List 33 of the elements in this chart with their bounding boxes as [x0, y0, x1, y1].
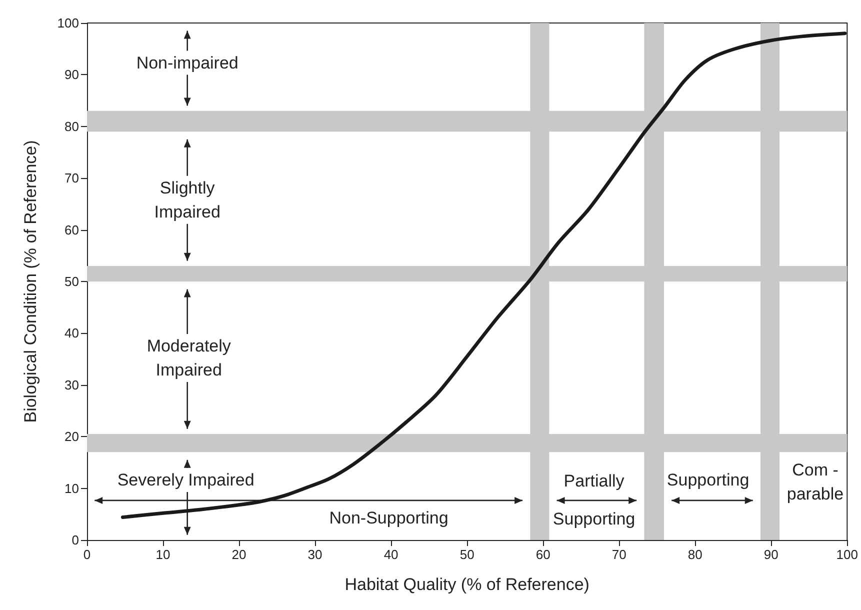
- annotation: Slightly Impaired: [154, 178, 220, 222]
- x-tick-label: 50: [460, 547, 474, 562]
- x-tick-label: 100: [836, 547, 858, 562]
- y-tick-label: 50: [64, 274, 79, 289]
- annotation: Moderately Impaired: [146, 336, 232, 380]
- x-tick-label: 70: [612, 547, 626, 562]
- x-tick-label: 0: [83, 547, 91, 562]
- annotation: Partially: [564, 472, 625, 491]
- x-tick-label: 80: [688, 547, 702, 562]
- annotation: Supporting: [666, 470, 750, 490]
- x-tick-label: 90: [764, 547, 778, 562]
- y-tick-label: 40: [64, 326, 79, 341]
- y-tick-label: 10: [64, 480, 79, 496]
- y-tick-label: 60: [64, 222, 79, 238]
- y-tick-label: 100: [57, 16, 79, 30]
- annotation: Supporting: [552, 509, 636, 528]
- x-axis-title: Habitat Quality (% of Reference): [344, 575, 590, 594]
- y-axis-title: Biological Condition (% of Reference): [21, 140, 40, 423]
- x-tick-label: 10: [156, 547, 170, 562]
- annotation: Non-Supporting: [329, 508, 448, 528]
- y-tick-label: 80: [64, 118, 79, 134]
- y-tick-label: 20: [64, 429, 79, 444]
- y-tick-label: 30: [64, 377, 79, 392]
- y-tick-label: 0: [72, 532, 79, 548]
- x-tick-label: 30: [308, 547, 322, 562]
- annotation: Com - parable: [786, 460, 844, 504]
- x-tick-label: 60: [536, 547, 550, 562]
- x-tick-label: 20: [232, 547, 246, 562]
- y-tick-label: 90: [64, 67, 79, 82]
- x-tick-label: 40: [384, 547, 398, 562]
- annotation: Non-impaired: [136, 53, 238, 72]
- y-tick-label: 70: [64, 170, 79, 186]
- annotation: Severely Impaired: [117, 470, 254, 490]
